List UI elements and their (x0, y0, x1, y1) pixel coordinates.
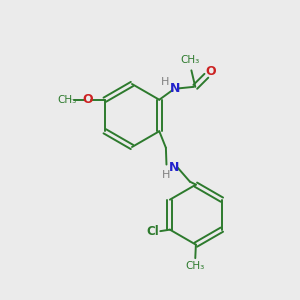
Text: O: O (82, 93, 93, 106)
Text: CH₃: CH₃ (186, 261, 205, 271)
Text: Cl: Cl (146, 225, 159, 238)
Text: CH₃: CH₃ (58, 95, 77, 105)
Text: N: N (169, 161, 179, 174)
Text: methoxy: methoxy (70, 99, 76, 100)
Text: H: H (161, 77, 170, 87)
Text: O: O (206, 65, 216, 78)
Text: N: N (170, 82, 180, 95)
Text: CH₃: CH₃ (180, 55, 200, 65)
Text: H: H (162, 170, 170, 180)
